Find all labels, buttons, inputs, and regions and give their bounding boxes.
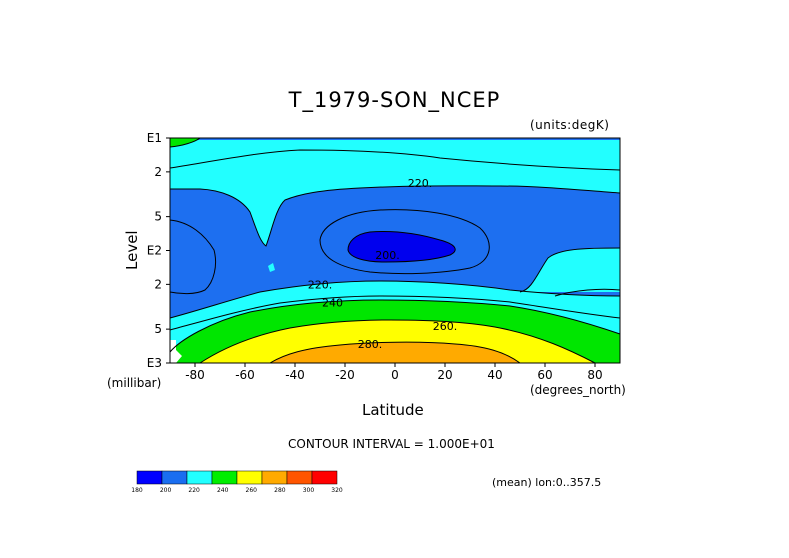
contour-lines	[169, 137, 621, 364]
y-tick-label: E2	[147, 244, 162, 258]
contour-line	[169, 280, 621, 319]
contour-label: 220.	[408, 177, 433, 190]
colorbar-swatch	[261, 470, 288, 485]
contour-label: 280.	[358, 338, 383, 351]
contour-label: 200.	[375, 249, 400, 262]
colorbar-swatch	[236, 470, 263, 485]
surface-gap	[170, 340, 182, 363]
colorbar-label: 220	[188, 487, 200, 494]
x-axis-label: Latitude	[362, 401, 424, 419]
chart-title: T_1979-SON_NCEP	[288, 88, 501, 112]
colorbar-label: 240	[217, 487, 229, 494]
y-tick-label: E1	[147, 131, 162, 145]
contour-line	[269, 341, 521, 364]
contour-line	[347, 231, 456, 263]
contour-line	[169, 295, 621, 331]
colorbar-label: 260	[246, 487, 258, 494]
contour-line	[319, 209, 490, 275]
x-tick-label: 20	[437, 368, 452, 382]
colorbar: 180 200 220 240 260 280 300 320	[131, 470, 343, 494]
colorbar-swatch	[136, 470, 163, 485]
band-220-240-right	[520, 248, 620, 292]
contour-line	[169, 219, 217, 295]
y-axis-unit: (millibar)	[107, 376, 162, 390]
x-axis-unit: (degrees_north)	[530, 383, 626, 397]
band-below-200	[348, 231, 456, 262]
colorbar-label: 180	[131, 487, 143, 494]
y-axis-ticks: E1 2 5 E2 2 5 E3	[147, 131, 170, 370]
units-label: (units:degK)	[530, 118, 610, 132]
band-280-300	[270, 342, 520, 363]
y-tick-label: E3	[147, 356, 162, 370]
contour-line	[169, 149, 621, 171]
contour-line	[169, 137, 201, 148]
band-220-240-spot	[268, 263, 275, 272]
mean-text: (mean) lon:0..357.5	[492, 476, 602, 489]
contour-line	[170, 185, 621, 247]
colorbar-swatch	[186, 470, 213, 485]
colorbar-swatch	[161, 470, 188, 485]
x-tick-label: 80	[587, 368, 602, 382]
band-220-240-upper	[170, 140, 620, 246]
y-tick-label: 5	[154, 322, 162, 336]
colorbar-swatch	[286, 470, 313, 485]
contour-line	[554, 288, 621, 297]
contour-interval-text: CONTOUR INTERVAL = 1.000E+01	[288, 437, 495, 451]
colorbar-label: 200	[160, 487, 172, 494]
contour-label: 220.	[308, 278, 333, 291]
colorbar-swatch	[211, 470, 238, 485]
x-tick-label: -40	[285, 368, 305, 382]
x-tick-label: 0	[391, 368, 399, 382]
x-tick-label: 40	[487, 368, 502, 382]
y-tick-label: 2	[154, 165, 162, 179]
colorbar-label: 280	[274, 487, 286, 494]
x-tick-label: -80	[185, 368, 205, 382]
colorbar-swatch	[311, 470, 338, 485]
contour-line	[519, 247, 621, 293]
x-axis-ticks: -80 -60 -40 -20 0 20 40 60 80	[185, 363, 603, 382]
contour-line	[169, 299, 621, 353]
colorbar-label: 300	[303, 487, 315, 494]
x-tick-label: 60	[537, 368, 552, 382]
x-tick-label: -60	[235, 368, 255, 382]
contour-value-labels: 220. 200. 220. 240 260. 280.	[308, 177, 458, 351]
y-tick-label: 5	[154, 210, 162, 224]
y-tick-label: 2	[154, 277, 162, 291]
contour-label: 240	[322, 297, 343, 310]
contour-line	[199, 319, 596, 364]
colorbar-label: 320	[331, 487, 343, 494]
x-tick-label: -20	[335, 368, 355, 382]
band-240-260-corner	[170, 138, 200, 147]
contour-label: 260.	[433, 320, 458, 333]
